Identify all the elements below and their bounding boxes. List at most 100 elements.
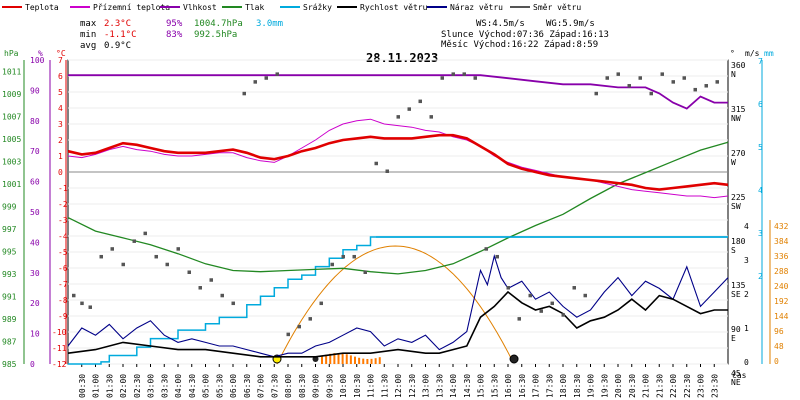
pct-tick-label: 40 [30,238,40,247]
dir-tick-compass: SE [731,290,741,299]
wind-direction-point [462,72,466,76]
time-tick-label: 21:00 [642,374,651,398]
ms-unit: m/s [745,49,760,58]
time-tick-label: 08:30 [298,374,307,398]
pct-unit: % [38,49,43,58]
dir-tick-value: 90 [731,325,741,334]
temp-tick-label: 4 [58,104,63,113]
precip-rate-bar [349,355,352,364]
wind-direction-point [440,76,444,80]
wind-direction-point [561,313,565,317]
ms-lower-tick-label: 0 [744,358,749,367]
temp-tick-label: -12 [52,360,67,369]
time-tick-label: 16:00 [504,374,513,398]
stat-ws: WS:4.5m/s [476,19,525,29]
time-tick-label: 07:00 [257,374,266,398]
wind-direction-point [319,301,323,306]
time-tick-label: 03:00 [147,374,156,398]
wind-direction-point [429,115,433,119]
mm-tick-label: 0 [774,357,779,366]
ms-lower-tick-label: 3 [744,256,749,265]
wind-direction-point [242,91,246,96]
ms-tick-label: 3 [758,229,763,238]
legend-label: Náraz větru [450,3,503,12]
time-tick-label: 02:00 [119,374,128,398]
wind-direction-point [231,301,235,306]
precip-rate-bar [358,357,361,364]
precip-rate-bar [362,358,365,364]
time-tick-label: 20:00 [614,374,623,398]
stat-sun: Slunce Východ:07:36 Západ:16:13 [441,30,609,40]
wind-direction-point [374,161,378,166]
wind-direction-point [638,76,642,80]
degc-unit: °C [56,49,66,58]
time-tick-label: 01:00 [92,374,101,398]
dir-tick-compass: NW [731,114,741,123]
ms-lower-tick-label: 2 [744,290,749,299]
hpa-tick-label: 993 [2,270,17,279]
wind-direction-point [451,72,455,76]
stat-wg: WG:5.9m/s [546,19,595,29]
mm-tick-label: 384 [774,237,789,246]
stat-max-hum: 95% [166,19,183,29]
time-tick-label: 14:30 [463,374,472,398]
pct-tick-label: 10 [30,330,40,339]
wind-direction-point [704,84,708,88]
hpa-tick-label: 995 [2,247,17,256]
wind-direction-point [660,72,664,76]
ms-tick-label: 7 [758,57,763,66]
time-tick-label: 06:00 [229,374,238,398]
dir-tick-value: 135 [731,281,746,290]
precip-rate-bar [329,353,332,364]
wind-direction-point [495,254,499,259]
wind-direction-point [165,262,169,267]
hpa-tick-label: 1001 [2,180,21,189]
time-tick-label: 13:30 [435,374,444,398]
wind-direction-point [209,278,213,282]
time-tick-label: 18:30 [573,374,582,398]
mm-tick-label: 48 [774,342,784,351]
hpa-tick-label: 1005 [2,135,21,144]
temp-tick-label: 3 [58,120,63,129]
time-tick-label: 18:00 [559,374,568,398]
legend-label: Teplota [25,3,59,12]
mm-tick-label: 336 [774,252,789,261]
temp-tick-label: 2 [58,136,63,145]
legend-label: Srážky [303,3,332,12]
precip-rate-bar [321,356,323,364]
time-tick-label: 04:00 [174,374,183,398]
wind-direction-point [341,254,345,259]
mm-tick-label: 96 [774,327,784,336]
precip-rate-bar [366,358,369,364]
mm-tick-label: 240 [774,282,789,291]
series-teplota [67,133,729,191]
stat-moon: Měsíc Východ:16:22 Západ:8:59 [441,40,598,50]
dir-tick-compass: S [731,246,736,255]
wind-direction-point [649,91,653,96]
time-tick-label: 12:30 [408,374,417,398]
pct-tick-label: 80 [30,117,40,126]
wind-direction-point [616,72,620,76]
precip-rate-bar [378,357,381,364]
deg-unit: ° [730,49,735,58]
temp-tick-label: -6 [58,264,68,273]
hpa-tick-label: 1009 [2,90,21,99]
plot-frame [67,59,729,365]
wind-direction-point [550,301,554,306]
hpa-tick-label: 1007 [2,112,21,121]
ms-lower-tick-label: 4 [744,222,749,231]
stat-max-temp: 2.3°C [104,19,131,29]
time-tick-label: 09:30 [325,374,334,398]
mm-tick-label: 432 [774,222,789,231]
dir-tick-value: 45 [731,369,741,378]
stat-avg-temp: 0.9°C [104,41,131,51]
time-tick-label: 08:00 [284,374,293,398]
time-tick-label: 11:30 [380,374,389,398]
series-prizemni-teplota [67,118,729,199]
time-tick-label: 15:30 [490,374,499,398]
time-tick-label: 22:00 [669,374,678,398]
pct-tick-label: 20 [30,299,40,308]
stat-min-hum: 83% [166,30,183,40]
time-tick-label: 17:00 [532,374,541,398]
